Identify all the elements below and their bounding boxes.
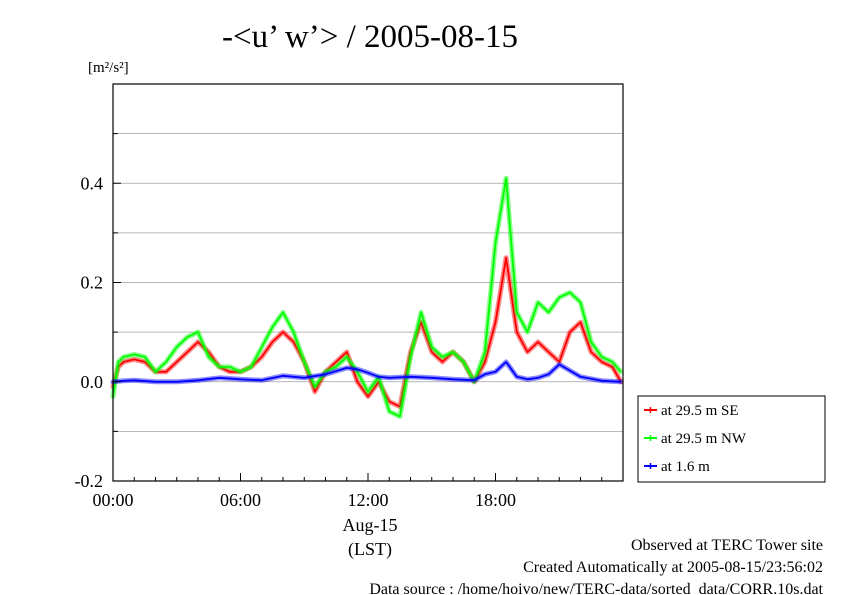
y-tick-label: 0.4 (81, 173, 104, 193)
x-tick-label: 06:00 (220, 490, 261, 510)
footer-created: Created Automatically at 2005-08-15/23:5… (523, 559, 823, 576)
x-tick-label: 00:00 (92, 490, 133, 510)
y-tick-label: -0.2 (75, 471, 104, 491)
y-tick-label: 0.0 (81, 372, 104, 392)
footer-observed: Observed at TERC Tower site (631, 537, 823, 554)
y-tick-label: 0.2 (81, 273, 104, 293)
x-timezone-label: (LST) (348, 539, 392, 560)
series-lines (110, 175, 624, 419)
chart-title: -<u’ w’> / 2005-08-15 (222, 19, 518, 55)
legend-label: at 29.5 m NW (661, 431, 747, 447)
series-line-1 (112, 256, 622, 408)
x-tick-label: 18:00 (475, 490, 516, 510)
legend: at 29.5 m SE at 29.5 m NW at 1.6 m (637, 395, 826, 483)
footer-source: Data source : /home/hoivo/new/TERC-data/… (369, 581, 823, 595)
x-date-label: Aug-15 (343, 515, 398, 535)
legend-box (637, 395, 826, 483)
series-line-3 (112, 360, 621, 383)
legend-label: at 1.6 m (661, 459, 710, 475)
legend-items: at 29.5 m SE at 29.5 m NW at 1.6 m (644, 403, 747, 475)
x-axis-ticks: 00:00 06:00 12:00 18:00 (92, 473, 624, 510)
x-tick-label: 12:00 (347, 490, 388, 510)
y-axis-ticks: -0.2 0.0 0.2 0.4 (75, 133, 121, 491)
y-axis-unit: [m²/s²] (88, 60, 129, 76)
legend-label: at 29.5 m SE (661, 403, 739, 419)
series-line-2 (112, 177, 622, 418)
